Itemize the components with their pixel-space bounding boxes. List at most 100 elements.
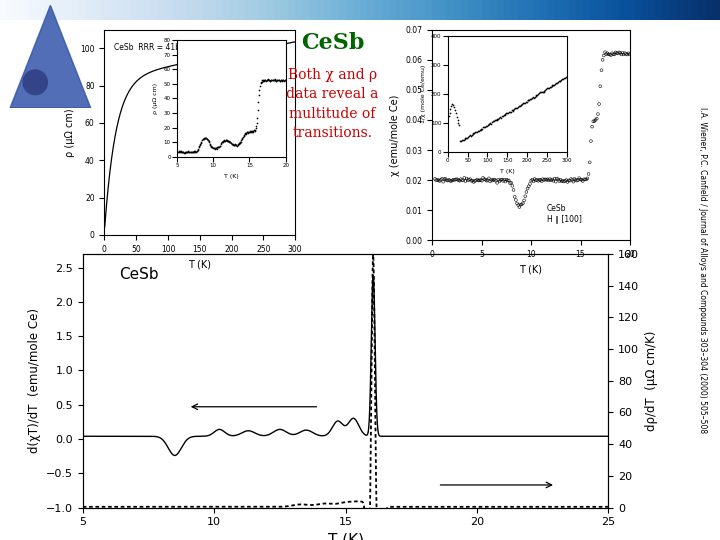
Point <box>608 50 620 59</box>
Point <box>522 184 534 193</box>
Point <box>435 176 446 184</box>
Point <box>481 177 492 185</box>
Point <box>524 180 536 188</box>
Point <box>446 177 457 185</box>
Y-axis label: d(χT)/dT  (emu/mole Ce): d(χT)/dT (emu/mole Ce) <box>27 308 40 453</box>
Point <box>521 188 532 197</box>
Point <box>500 176 512 184</box>
Point <box>565 175 577 184</box>
Point <box>582 174 593 183</box>
Point <box>449 176 461 184</box>
Point <box>541 175 553 184</box>
Point <box>515 200 526 209</box>
Point <box>576 176 588 184</box>
Point <box>505 179 517 187</box>
Point <box>554 176 566 184</box>
Point <box>611 49 623 57</box>
Point <box>500 177 511 186</box>
Point <box>597 56 608 64</box>
Point <box>483 174 495 183</box>
Point <box>541 176 552 184</box>
Point <box>482 176 493 185</box>
Point <box>520 192 531 201</box>
Point <box>447 176 459 185</box>
Y-axis label: dρ/dT  (μΩ cm/K): dρ/dT (μΩ cm/K) <box>645 330 658 431</box>
Point <box>613 48 625 57</box>
X-axis label: T (K): T (K) <box>328 533 364 540</box>
Point <box>464 175 476 184</box>
Point <box>606 49 618 58</box>
Y-axis label: χ (emu/mole Ce): χ (emu/mole Ce) <box>390 94 400 176</box>
Point <box>556 177 567 186</box>
Point <box>567 176 578 184</box>
Point <box>440 174 451 183</box>
Point <box>624 50 635 59</box>
Point <box>564 177 575 185</box>
Point <box>537 175 549 184</box>
Point <box>528 177 539 186</box>
Point <box>487 176 498 185</box>
Point <box>480 175 491 184</box>
Point <box>470 176 482 185</box>
X-axis label: T (K): T (K) <box>189 259 211 269</box>
Point <box>459 173 470 182</box>
Point <box>534 176 545 184</box>
Point <box>431 176 442 185</box>
Point <box>513 202 525 211</box>
Point <box>584 158 595 167</box>
Point <box>550 177 562 186</box>
Point <box>614 49 626 57</box>
Text: CeSb: CeSb <box>120 267 159 282</box>
Point <box>467 176 478 185</box>
Point <box>498 177 509 185</box>
Point <box>494 177 505 186</box>
Point <box>595 66 607 75</box>
Point <box>472 175 483 184</box>
Point <box>488 176 500 184</box>
Point <box>608 50 619 59</box>
Point <box>563 176 575 185</box>
Point <box>616 50 627 59</box>
Point <box>545 176 557 185</box>
Point <box>444 176 455 184</box>
Point <box>557 177 569 185</box>
Point <box>577 177 588 185</box>
Text: CeSb: CeSb <box>301 32 364 55</box>
Point <box>441 176 452 185</box>
Point <box>457 176 469 185</box>
Point <box>561 176 572 184</box>
Point <box>509 192 521 201</box>
Point <box>548 177 559 185</box>
Point <box>543 176 554 185</box>
Point <box>604 50 616 59</box>
Point <box>526 176 538 184</box>
Point <box>539 175 551 184</box>
Point <box>456 176 468 185</box>
Point <box>575 175 586 184</box>
Point <box>585 137 597 145</box>
Point <box>567 177 579 186</box>
Point <box>466 177 477 185</box>
Point <box>598 51 610 60</box>
Point <box>498 176 510 184</box>
Point <box>582 170 594 178</box>
Point <box>489 176 500 184</box>
Point <box>468 178 480 186</box>
Point <box>485 177 496 186</box>
Point <box>580 175 591 184</box>
Point <box>433 176 444 185</box>
Point <box>469 177 480 185</box>
Point <box>593 100 605 109</box>
Point <box>451 175 463 184</box>
Point <box>508 186 519 194</box>
Point <box>459 177 471 185</box>
Point <box>438 177 449 186</box>
Point <box>518 196 530 205</box>
Point <box>591 114 603 123</box>
Polygon shape <box>10 5 91 108</box>
Point <box>495 176 506 184</box>
Point <box>546 175 558 184</box>
Point <box>602 49 613 58</box>
Point <box>496 176 508 184</box>
Point <box>618 50 629 59</box>
